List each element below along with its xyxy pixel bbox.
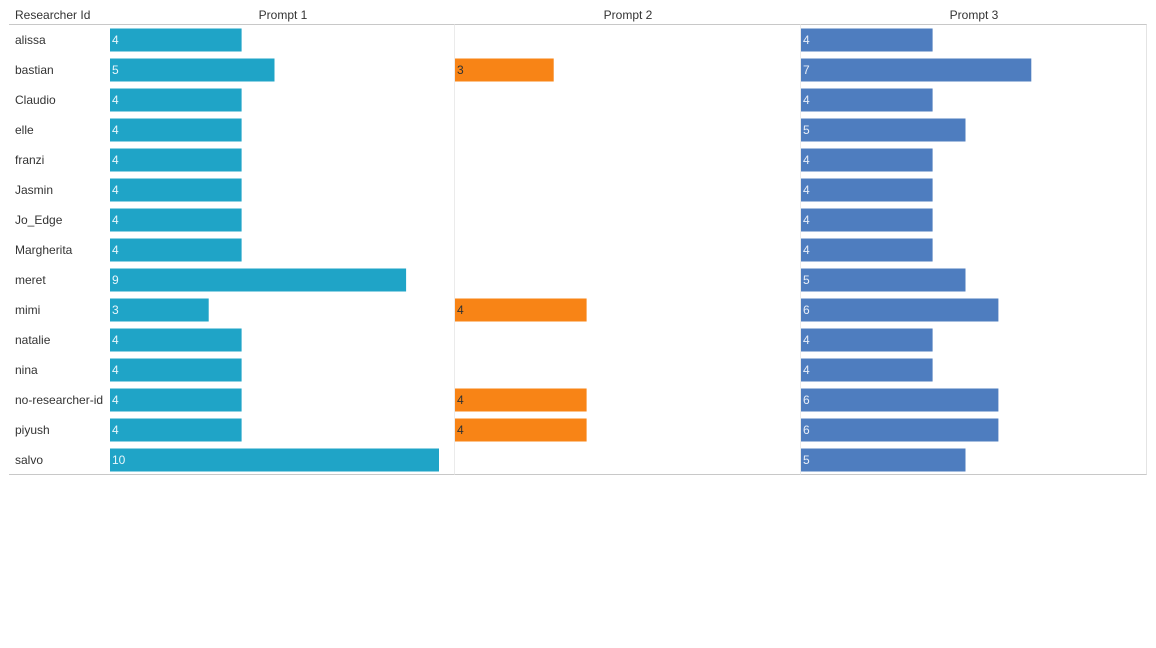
bar-prompt-1-claudio bbox=[110, 88, 242, 112]
value-label-prompt-1-alissa: 4 bbox=[112, 33, 119, 47]
row-label-natalie: natalie bbox=[15, 333, 51, 347]
row-labels: alissa bastian Claudio elle franzi Jasmin Jo_E… bbox=[15, 33, 103, 467]
value-label-prompt-3-natalie: 4 bbox=[803, 333, 810, 347]
value-label-prompt-2-bastian: 3 bbox=[457, 63, 464, 77]
bar-prompt-3-nina bbox=[801, 358, 933, 382]
row-header-label: Researcher Id bbox=[15, 8, 90, 22]
bar-prompt-1-jasmin bbox=[110, 178, 242, 202]
row-label-jo-edge: Jo_Edge bbox=[15, 213, 63, 227]
value-label-prompt-1-salvo: 10 bbox=[112, 453, 126, 467]
value-label-prompt-1-meret: 9 bbox=[112, 273, 119, 287]
bar-prompt-1-nina bbox=[110, 358, 242, 382]
column-header-prompt-2: Prompt 2 bbox=[604, 8, 653, 22]
bar-prompt-1-alissa bbox=[110, 28, 242, 52]
value-label-prompt-3-claudio: 4 bbox=[803, 93, 810, 107]
bar-prompt-1-bastian bbox=[110, 58, 275, 82]
bars: 4 5 4 4 4 4 4 4 9 3 4 4 4 4 10 3 4 4 4 4 7 4 5 4 4 4 4 5 6 4 4 6 6 5 bbox=[110, 28, 1032, 472]
value-label-prompt-1-natalie: 4 bbox=[112, 333, 119, 347]
value-label-prompt-1-franzi: 4 bbox=[112, 153, 119, 167]
bar-prompt-1-elle bbox=[110, 118, 242, 142]
value-label-prompt-2-piyush: 4 bbox=[457, 423, 464, 437]
row-label-nina: nina bbox=[15, 363, 38, 377]
row-label-mimi: mimi bbox=[15, 303, 40, 317]
bar-prompt-3-elle bbox=[801, 118, 966, 142]
value-label-prompt-1-no-researcher-id: 4 bbox=[112, 393, 119, 407]
column-headers: Researcher Id Prompt 1 Prompt 2 Prompt 3 bbox=[15, 8, 999, 22]
value-label-prompt-1-claudio: 4 bbox=[112, 93, 119, 107]
bar-prompt-1-franzi bbox=[110, 148, 242, 172]
bar-prompt-1-jo-edge bbox=[110, 208, 242, 232]
bar-prompt-3-bastian bbox=[801, 58, 1032, 82]
value-label-prompt-3-no-researcher-id: 6 bbox=[803, 393, 810, 407]
bar-prompt-3-salvo bbox=[801, 448, 966, 472]
value-label-prompt-3-bastian: 7 bbox=[803, 63, 810, 77]
value-label-prompt-1-piyush: 4 bbox=[112, 423, 119, 437]
value-label-prompt-3-mimi: 6 bbox=[803, 303, 810, 317]
row-label-piyush: piyush bbox=[15, 423, 50, 437]
value-label-prompt-3-elle: 5 bbox=[803, 123, 810, 137]
bar-prompt-3-margherita bbox=[801, 238, 933, 262]
bar-prompt-1-mimi bbox=[110, 298, 209, 322]
value-label-prompt-1-nina: 4 bbox=[112, 363, 119, 377]
bar-prompt-3-jo-edge bbox=[801, 208, 933, 232]
bar-prompt-3-alissa bbox=[801, 28, 933, 52]
value-label-prompt-3-alissa: 4 bbox=[803, 33, 810, 47]
row-label-alissa: alissa bbox=[15, 33, 46, 47]
column-header-prompt-3: Prompt 3 bbox=[950, 8, 999, 22]
value-label-prompt-3-jo-edge: 4 bbox=[803, 213, 810, 227]
bar-prompt-3-claudio bbox=[801, 88, 933, 112]
bar-prompt-3-no-researcher-id bbox=[801, 388, 999, 412]
bar-prompt-1-no-researcher-id bbox=[110, 388, 242, 412]
row-label-claudio: Claudio bbox=[15, 93, 56, 107]
value-label-prompt-1-elle: 4 bbox=[112, 123, 119, 137]
bar-prompt-1-natalie bbox=[110, 328, 242, 352]
row-label-meret: meret bbox=[15, 273, 46, 287]
value-label-prompt-1-jasmin: 4 bbox=[112, 183, 119, 197]
value-label-prompt-3-meret: 5 bbox=[803, 273, 810, 287]
bar-prompt-3-mimi bbox=[801, 298, 999, 322]
bar-prompt-2-piyush bbox=[455, 418, 587, 442]
bar-prompt-2-no-researcher-id bbox=[455, 388, 587, 412]
bar-prompt-2-mimi bbox=[455, 298, 587, 322]
row-label-franzi: franzi bbox=[15, 153, 44, 167]
value-label-prompt-2-no-researcher-id: 4 bbox=[457, 393, 464, 407]
bar-prompt-1-meret bbox=[110, 268, 407, 292]
row-label-no-researcher-id: no-researcher-id bbox=[15, 393, 103, 407]
value-label-prompt-1-bastian: 5 bbox=[112, 63, 119, 77]
value-label-prompt-1-jo-edge: 4 bbox=[112, 213, 119, 227]
value-label-prompt-3-franzi: 4 bbox=[803, 153, 810, 167]
value-label-prompt-2-mimi: 4 bbox=[457, 303, 464, 317]
value-label-prompt-3-margherita: 4 bbox=[803, 243, 810, 257]
row-label-bastian: bastian bbox=[15, 63, 54, 77]
value-label-prompt-1-mimi: 3 bbox=[112, 303, 119, 317]
value-label-prompt-3-salvo: 5 bbox=[803, 453, 810, 467]
value-label-prompt-3-jasmin: 4 bbox=[803, 183, 810, 197]
row-label-margherita: Margherita bbox=[15, 243, 73, 257]
bar-prompt-3-piyush bbox=[801, 418, 999, 442]
bar-prompt-1-salvo bbox=[110, 448, 439, 472]
bar-prompt-3-jasmin bbox=[801, 178, 933, 202]
value-label-prompt-3-piyush: 6 bbox=[803, 423, 810, 437]
row-label-elle: elle bbox=[15, 123, 34, 137]
row-label-salvo: salvo bbox=[15, 453, 43, 467]
bar-prompt-3-franzi bbox=[801, 148, 933, 172]
bar-prompt-1-piyush bbox=[110, 418, 242, 442]
row-label-jasmin: Jasmin bbox=[15, 183, 53, 197]
bar-prompt-3-meret bbox=[801, 268, 966, 292]
bar-prompt-2-bastian bbox=[455, 58, 554, 82]
bar-prompt-1-margherita bbox=[110, 238, 242, 262]
value-label-prompt-3-nina: 4 bbox=[803, 363, 810, 377]
chart-frame bbox=[9, 24, 1147, 475]
value-label-prompt-1-margherita: 4 bbox=[112, 243, 119, 257]
bar-prompt-3-natalie bbox=[801, 328, 933, 352]
column-header-prompt-1: Prompt 1 bbox=[259, 8, 308, 22]
